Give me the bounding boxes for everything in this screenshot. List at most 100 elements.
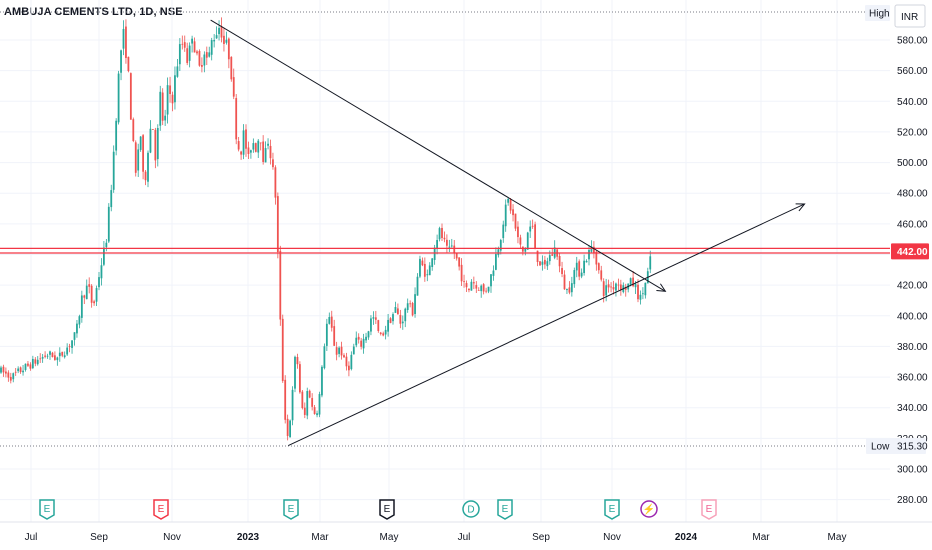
trendline-2[interactable] (288, 203, 805, 447)
candle-body (132, 119, 135, 142)
y-tick-label: 380.00 (897, 342, 928, 353)
candle-body (632, 277, 634, 287)
grid-lines (0, 0, 890, 522)
x-tick-label: May (828, 532, 847, 543)
horizontal-levels[interactable] (0, 247, 890, 254)
candle-body (617, 284, 620, 286)
candle-body (127, 56, 130, 72)
candle-body (411, 303, 414, 316)
event-markers[interactable]: E E E E D E E ⚡ E (39, 499, 717, 520)
candle-body (215, 35, 218, 39)
event-marker-earnings[interactable]: E (604, 499, 620, 520)
candle-body (453, 245, 456, 254)
candle-body (595, 251, 598, 265)
y-tick-label: 340.00 (897, 403, 928, 414)
time-axis[interactable]: Jul Sep Nov 2023 Mar May Jul Sep Nov 2024 Mar May (0, 521, 932, 543)
candle-body (196, 51, 198, 54)
candle-body (514, 213, 517, 229)
y-tick-label: 540.00 (897, 97, 928, 108)
candle-body (517, 226, 519, 238)
candle-body (333, 326, 336, 346)
candle-body (583, 260, 585, 274)
candle-body (338, 347, 340, 354)
candle-body (24, 363, 27, 370)
candle-body (436, 240, 438, 249)
axis-badges: 442.00 High Low 315.30 (865, 5, 929, 455)
candle-body (220, 26, 223, 38)
candle-body (125, 26, 127, 59)
candle-body (39, 358, 42, 360)
candle-body (296, 356, 299, 365)
x-tick-label: Sep (532, 532, 550, 543)
event-circle (640, 500, 658, 518)
candle-body (68, 346, 71, 348)
event-marker-earnings-missed[interactable]: E (153, 499, 169, 520)
trendline-arrowhead (795, 203, 806, 212)
candle-body (448, 246, 451, 248)
candle-body (237, 141, 240, 150)
event-marker-dividend[interactable]: D (462, 500, 480, 518)
event-marker-earnings[interactable]: E (39, 499, 55, 520)
candle-body (269, 145, 272, 159)
candle-body (370, 318, 372, 332)
x-tick-label: May (380, 532, 399, 543)
candle-body (414, 294, 416, 315)
candle-body (612, 287, 615, 290)
candle-body (299, 364, 301, 393)
candle-body (465, 283, 468, 288)
candle-body (164, 115, 167, 121)
candle-body (7, 372, 10, 378)
candle-body (634, 283, 637, 288)
candle-body (159, 91, 162, 126)
event-marker-earnings[interactable]: E (283, 499, 299, 520)
low-badge (866, 438, 926, 455)
low-label: Low (871, 442, 890, 453)
price-axis[interactable]: 280.00300.00320.00340.00360.00380.00400.… (890, 0, 932, 550)
event-marker-earnings[interactable]: E (497, 499, 513, 520)
candle-body (374, 317, 377, 320)
candle-body (245, 129, 247, 149)
candle-body (110, 190, 113, 208)
candle-body (470, 281, 473, 291)
candle-body (137, 149, 140, 171)
candle-body (36, 359, 39, 365)
candle-body (257, 140, 260, 153)
event-shield (379, 499, 395, 520)
candle-body (512, 209, 514, 216)
event-label: E (706, 504, 713, 515)
trendlines[interactable] (210, 19, 806, 447)
candle-body (54, 355, 56, 360)
currency-label: INR (901, 12, 918, 23)
candle-body (281, 318, 284, 381)
candle-body (330, 316, 333, 328)
candle-body (14, 371, 17, 373)
candle-body (531, 225, 534, 227)
candle-body (232, 77, 235, 97)
x-tick-label: Nov (603, 532, 621, 543)
event-marker-earnings-upcoming[interactable]: E (701, 499, 717, 520)
currency-box[interactable] (894, 4, 926, 28)
candle-body (570, 283, 573, 293)
candle-body (274, 167, 277, 198)
trendline-1[interactable] (210, 19, 666, 292)
candle-body (401, 321, 404, 324)
candle-body (63, 355, 66, 358)
candle-body (524, 248, 527, 252)
candle-body (362, 338, 365, 349)
candle-body (387, 319, 389, 332)
candle-body (267, 143, 269, 146)
candle-body (61, 351, 64, 356)
candle-body (605, 285, 608, 296)
candle-body (223, 35, 225, 44)
event-marker-split[interactable]: ⚡ (640, 500, 658, 518)
candle-body (22, 370, 24, 373)
candle-body (357, 336, 360, 340)
candle-body (176, 66, 179, 77)
candle-body (563, 274, 566, 290)
candle-body (83, 295, 86, 298)
candle-body (389, 318, 392, 323)
candle-body (642, 293, 644, 295)
event-marker-earnings-neutral[interactable]: E (379, 499, 395, 520)
x-tick-label: Jul (25, 532, 38, 543)
